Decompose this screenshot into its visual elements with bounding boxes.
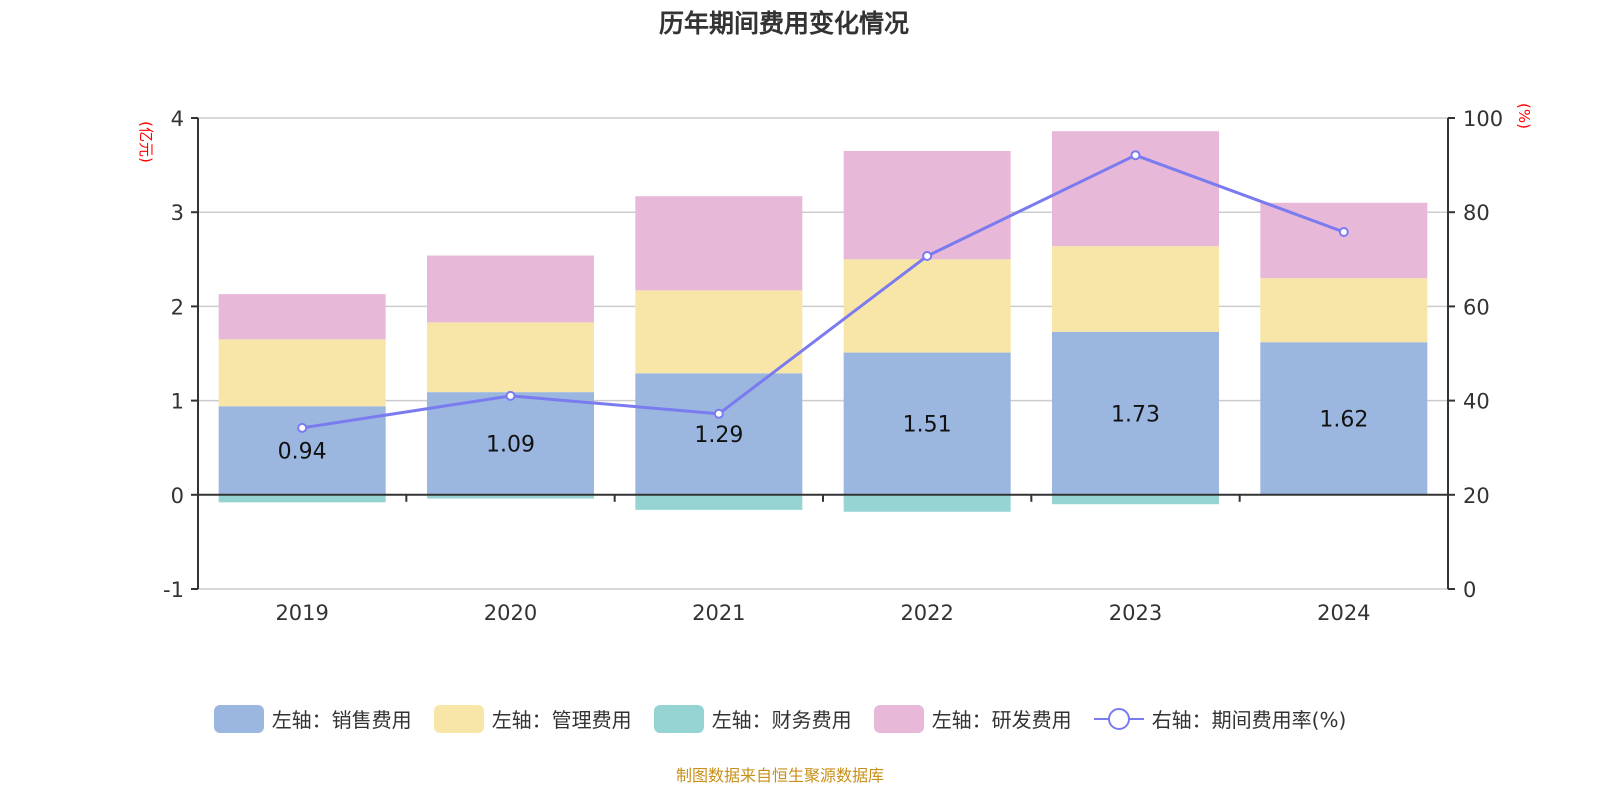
- bar-value-label: 1.51: [903, 413, 952, 438]
- legend-swatch: [213, 704, 264, 733]
- y-left-tick-label: 0: [171, 484, 184, 508]
- y-right-tick-label: 60: [1463, 295, 1490, 319]
- y-right-axis-label: (%): [1515, 103, 1533, 129]
- y-left-tick-label: -1: [163, 578, 184, 602]
- bar-segment: [427, 494, 594, 499]
- rate-point: [713, 408, 724, 419]
- bar-segment: [1260, 202, 1428, 279]
- y-right-tick-label: 40: [1463, 390, 1490, 414]
- y-right-tick-label: 100: [1463, 107, 1503, 131]
- bar-value-label: 0.94: [278, 440, 327, 465]
- legend-swatch: [873, 704, 924, 733]
- rate-point: [922, 251, 933, 262]
- bar-segment: [843, 259, 1011, 353]
- rate-point: [1338, 226, 1349, 237]
- legend-label: 左轴：销售费用: [271, 708, 412, 732]
- bar-segment: [843, 352, 1011, 495]
- legend-item[interactable]: 左轴：财务费用: [653, 704, 852, 733]
- legend-item[interactable]: 左轴：研发费用: [873, 704, 1072, 733]
- legend-item[interactable]: 左轴：销售费用: [213, 704, 412, 733]
- bar-segment: [218, 294, 386, 340]
- bar-value-label: 1.29: [694, 423, 743, 448]
- x-tick-label: 2020: [484, 601, 537, 625]
- y-left-tick-label: 3: [171, 201, 184, 225]
- bar-segment: [1260, 278, 1428, 343]
- bar-segment: [427, 255, 594, 323]
- legend-label: 左轴：财务费用: [711, 708, 852, 732]
- bar-value-label: 1.09: [486, 432, 535, 457]
- legend-swatch: [433, 704, 484, 733]
- x-tick-label: 2024: [1317, 601, 1370, 625]
- bar-segment: [1052, 494, 1219, 505]
- bar-segment: [1052, 131, 1219, 247]
- y-left-tick-label: 4: [171, 107, 184, 131]
- x-tick-label: 2021: [692, 601, 745, 625]
- legend-swatch: [1093, 707, 1144, 730]
- rate-point: [297, 422, 308, 433]
- bar-segment: [635, 290, 803, 374]
- bar-segment: [1260, 342, 1428, 495]
- source-note: 制图数据来自恒生聚源数据库: [675, 766, 884, 785]
- bar-segment: [635, 494, 803, 510]
- bar-segment: [1052, 331, 1219, 495]
- y-left-tick-label: 2: [171, 295, 184, 319]
- x-tick-label: 2022: [900, 601, 953, 625]
- bar-segment: [427, 322, 594, 393]
- bar-segment: [1052, 246, 1219, 332]
- legend: 左轴：销售费用 左轴：管理费用 左轴：财务费用 左轴：研发费用 右轴：期间费用率(%): [0, 704, 1560, 733]
- legend-item[interactable]: 左轴：管理费用: [433, 704, 632, 733]
- bar-segment: [218, 406, 386, 495]
- rate-point: [505, 390, 516, 401]
- bar-segment: [843, 150, 1011, 260]
- legend-label: 左轴：管理费用: [491, 708, 632, 732]
- bar-segment: [218, 494, 386, 503]
- legend-swatch: [653, 704, 704, 733]
- rate-point: [1130, 150, 1141, 161]
- x-tick-label: 2019: [275, 601, 328, 625]
- bar-value-label: 1.73: [1111, 402, 1160, 427]
- bar-segment: [635, 196, 803, 291]
- chart-title: 历年期间费用变化情况: [658, 9, 909, 38]
- bar-segment: [427, 392, 594, 495]
- bar-value-label: 1.62: [1319, 407, 1368, 432]
- y-right-tick-label: 20: [1463, 484, 1490, 508]
- bar-segment: [635, 373, 803, 495]
- bar-segment: [218, 339, 386, 407]
- legend-label: 右轴：期间费用率(%): [1151, 708, 1347, 732]
- legend-item[interactable]: 右轴：期间费用率(%): [1093, 704, 1347, 733]
- y-right-tick-label: 80: [1463, 201, 1490, 225]
- rate-line: [301, 153, 1345, 430]
- bar-segment: [843, 494, 1011, 512]
- legend-label: 左轴：研发费用: [931, 708, 1072, 732]
- x-tick-label: 2023: [1109, 601, 1162, 625]
- y-right-tick-label: 0: [1463, 578, 1476, 602]
- y-left-axis-label: (亿元): [137, 121, 155, 163]
- y-left-tick-label: 1: [171, 390, 184, 414]
